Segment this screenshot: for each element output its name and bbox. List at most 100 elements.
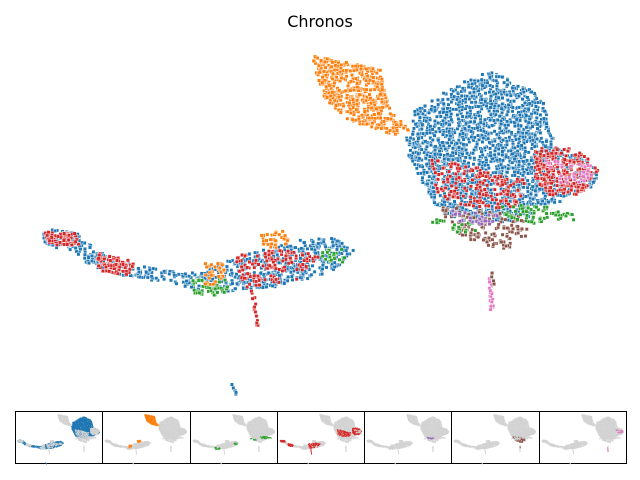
scatter-point	[522, 109, 526, 113]
scatter-point	[438, 152, 443, 157]
scatter-point	[293, 245, 298, 250]
scatter-point	[288, 244, 293, 249]
scatter-point	[450, 219, 455, 224]
scatter-point	[290, 278, 295, 282]
scatter-point	[315, 56, 320, 61]
scatter-point	[420, 175, 425, 180]
scatter-point	[456, 91, 460, 96]
scatter-point	[364, 98, 368, 103]
scatter-point	[544, 125, 549, 130]
scatter-point	[562, 157, 567, 162]
scatter-point	[510, 160, 515, 165]
scatter-point	[469, 134, 474, 139]
scatter-point	[451, 89, 456, 94]
scatter-point	[213, 265, 217, 269]
scatter-point	[154, 276, 159, 281]
scatter-point	[469, 100, 474, 105]
scatter-point	[364, 87, 369, 92]
scatter-point	[529, 90, 534, 94]
scatter-point	[323, 60, 327, 64]
scatter-point	[556, 210, 561, 214]
scatter-point	[115, 258, 120, 263]
scatter-point	[536, 200, 541, 205]
scatter-point	[267, 263, 272, 268]
scatter-point	[378, 116, 383, 121]
scatter-point	[432, 133, 437, 138]
scatter-point	[490, 178, 495, 183]
scatter-point	[504, 212, 509, 217]
scatter-point	[438, 114, 443, 119]
scatter-point	[516, 231, 521, 235]
scatter-point	[328, 93, 333, 98]
scatter-point	[230, 281, 235, 286]
scatter-point	[517, 105, 521, 110]
scatter-point	[319, 58, 323, 63]
scatter-point	[538, 182, 542, 187]
scatter-point	[546, 170, 551, 174]
scatter-point	[294, 277, 299, 282]
scatter-point	[583, 164, 587, 169]
scatter-point	[518, 193, 523, 198]
scatter-point	[435, 202, 440, 207]
scatter-point	[430, 99, 434, 103]
scatter-point	[539, 136, 544, 141]
scatter-point	[53, 228, 57, 233]
scatter-point	[522, 181, 527, 186]
scatter-point	[549, 142, 554, 147]
scatter-point	[510, 109, 515, 114]
scatter-point	[419, 126, 424, 131]
scatter-point	[362, 109, 367, 114]
scatter-point	[451, 146, 455, 151]
scatter-point	[277, 260, 282, 265]
scatter-point	[474, 166, 479, 170]
scatter-point	[489, 300, 494, 304]
scatter-point	[441, 91, 446, 96]
scatter-point	[463, 155, 468, 160]
scatter-point	[569, 164, 574, 169]
scatter-point	[444, 112, 449, 117]
scatter-point	[384, 130, 389, 135]
scatter-point	[497, 74, 501, 79]
scatter-point	[542, 153, 546, 158]
scatter-point	[405, 127, 410, 132]
scatter-point	[521, 185, 526, 190]
scatter-point	[55, 242, 59, 247]
scatter-point	[324, 84, 329, 89]
scatter-point	[438, 129, 442, 134]
scatter-point	[578, 171, 582, 176]
scatter-point	[460, 114, 465, 119]
scatter-point	[436, 98, 440, 103]
scatter-point	[496, 103, 501, 108]
scatter-point	[309, 247, 314, 251]
scatter-point	[480, 139, 485, 144]
scatter-point	[432, 195, 437, 200]
scatter-point	[107, 269, 112, 274]
scatter-point	[476, 104, 481, 109]
scatter-point	[515, 177, 520, 182]
scatter-point	[339, 63, 344, 67]
scatter-point	[273, 243, 278, 247]
scatter-point	[516, 183, 521, 188]
scatter-point	[527, 87, 532, 92]
scatter-point	[494, 197, 499, 202]
scatter-point	[88, 245, 92, 250]
scatter-point	[320, 80, 325, 85]
scatter-point	[320, 267, 325, 271]
scatter-point	[449, 117, 454, 122]
scatter-point	[555, 183, 560, 188]
scatter-point	[82, 241, 87, 245]
scatter-point	[460, 179, 464, 183]
scatter-point	[248, 274, 253, 279]
scatter-point	[479, 149, 484, 154]
scatter-point	[511, 204, 516, 209]
small-multiple-panel-blue	[15, 411, 104, 465]
scatter-point	[520, 131, 525, 135]
scatter-point	[429, 192, 433, 196]
scatter-point	[268, 237, 273, 242]
scatter-point	[289, 270, 293, 275]
scatter-point	[495, 109, 500, 114]
scatter-point	[192, 288, 197, 293]
scatter-point	[466, 212, 471, 217]
scatter-point	[511, 192, 515, 197]
scatter-point	[181, 274, 185, 278]
